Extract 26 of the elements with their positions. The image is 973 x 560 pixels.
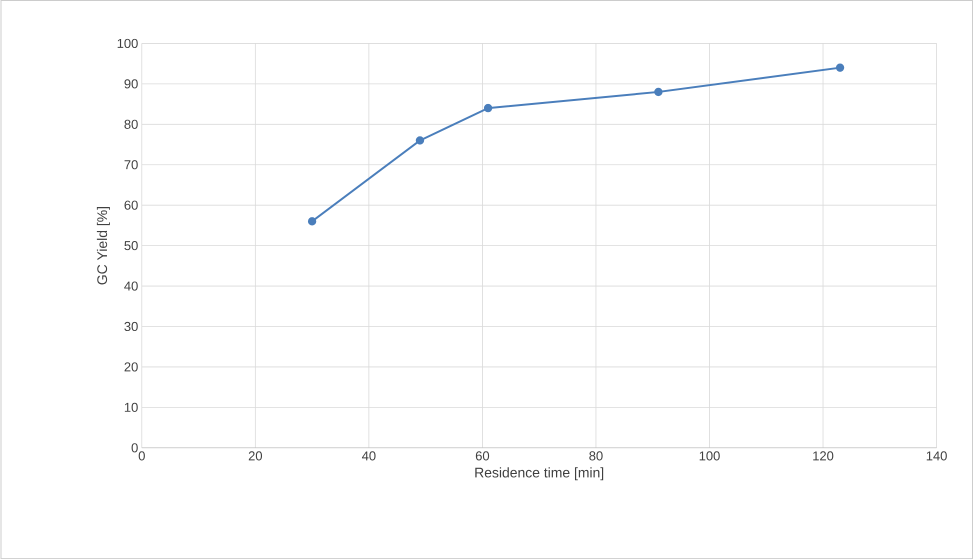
y-tick-label: 100 [118,39,138,48]
x-tick-label: 40 [362,451,376,461]
x-tick-label: 80 [589,451,603,461]
y-tick-label: 10 [124,402,138,412]
y-tick-label: 60 [124,200,138,210]
point [416,136,424,145]
y-axis-title: GC Yield [%] [96,207,110,285]
y-tick-label: 20 [124,362,138,372]
x-tick-label: 60 [476,451,490,461]
x-tick-label: 20 [248,451,262,461]
x-tick-label: 120 [813,451,834,461]
x-tick-label: 100 [700,451,720,461]
point [308,217,316,226]
point [484,104,492,112]
x-tick-label: 140 [926,451,947,461]
point [654,88,663,96]
y-tick-label: 50 [124,241,138,250]
y-tick-label: 80 [124,120,138,130]
point [836,64,844,72]
y-tick-label: 40 [124,282,138,291]
y-tick-label: 90 [124,79,138,89]
y-tick-label: 0 [132,443,138,453]
y-tick-label: 70 [124,160,138,170]
x-tick-label: 0 [138,451,145,461]
y-tick-label: 30 [124,322,138,332]
x-axis-title: Residence time [min] [475,467,604,480]
